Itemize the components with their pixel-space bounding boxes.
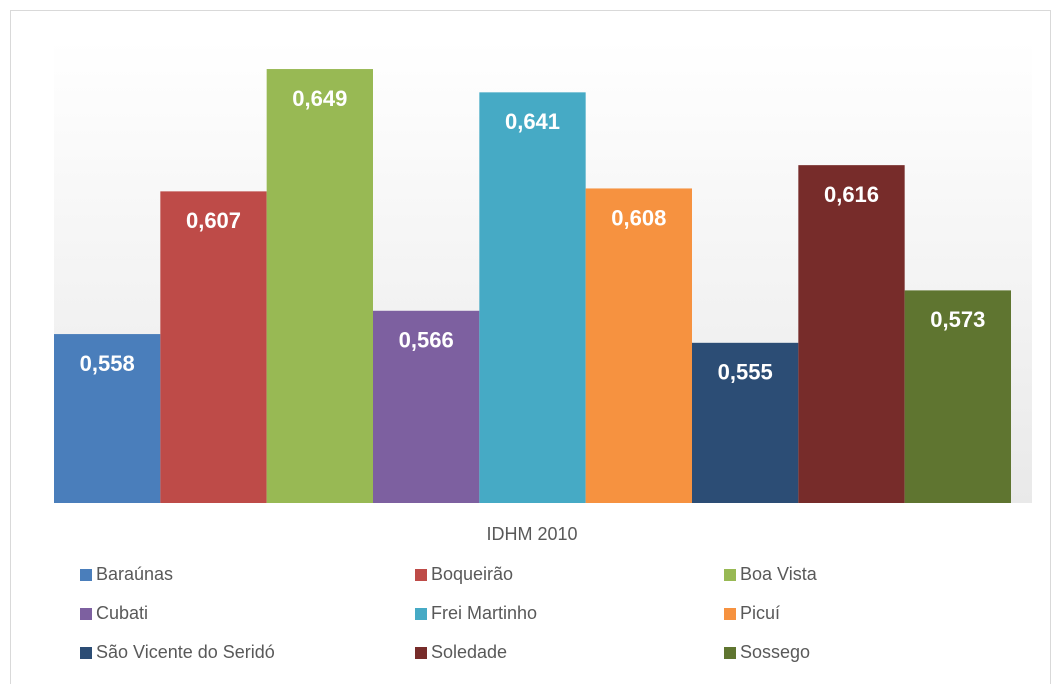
- value-label: 0,573: [930, 307, 985, 332]
- bar: [160, 191, 267, 504]
- bar: [585, 188, 692, 503]
- legend-label: Picuí: [740, 603, 780, 623]
- legend-swatch: [724, 647, 736, 659]
- legend-swatch: [724, 608, 736, 620]
- bar: [904, 290, 1011, 503]
- legend-label: Baraúnas: [96, 564, 173, 584]
- legend-swatch: [80, 608, 92, 620]
- legend-label: Cubati: [96, 603, 148, 623]
- value-label: 0,649: [292, 86, 347, 111]
- legend-label: Frei Martinho: [431, 603, 537, 623]
- bar: [479, 92, 586, 504]
- legend-swatch: [415, 608, 427, 620]
- legend-swatch: [80, 569, 92, 581]
- legend-swatch: [80, 647, 92, 659]
- bar: [266, 69, 373, 503]
- bar: [54, 334, 161, 503]
- legend-label: Boqueirão: [431, 564, 513, 584]
- value-label: 0,608: [611, 205, 666, 230]
- value-label: 0,616: [824, 182, 879, 207]
- legend-swatch: [724, 569, 736, 581]
- legend-swatch: [415, 647, 427, 659]
- value-label: 0,566: [399, 328, 454, 353]
- legend-label: São Vicente do Seridó: [96, 642, 275, 662]
- legend-swatch: [415, 569, 427, 581]
- value-label: 0,555: [718, 360, 773, 385]
- category-label: IDHM 2010: [486, 524, 577, 544]
- value-label: 0,641: [505, 109, 560, 134]
- value-label: 0,607: [186, 208, 241, 233]
- bar: [373, 310, 480, 503]
- value-label: 0,558: [80, 351, 135, 376]
- legend-label: Boa Vista: [740, 564, 818, 584]
- legend-label: Sossego: [740, 642, 810, 662]
- bar: [798, 165, 905, 503]
- bar: [692, 342, 799, 503]
- legend-label: Soledade: [431, 642, 507, 662]
